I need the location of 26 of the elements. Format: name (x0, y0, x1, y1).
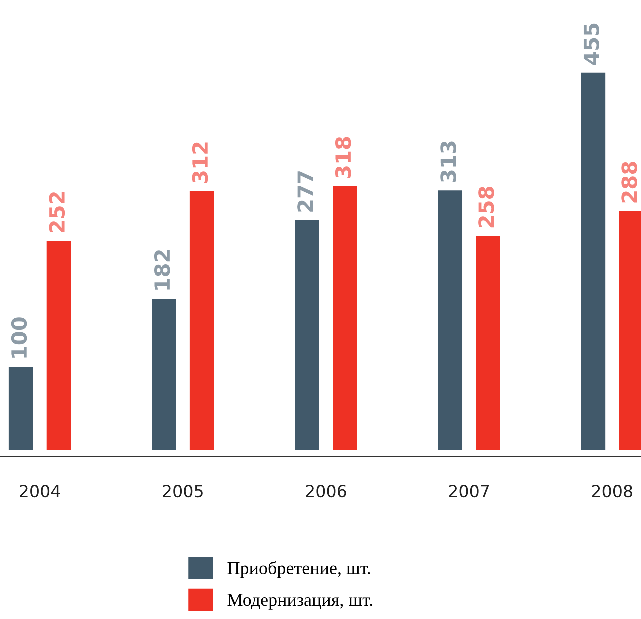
data-label: 277 (298, 172, 314, 212)
bar (8, 367, 34, 450)
x-tick-label: 2007 (449, 485, 490, 498)
data-label: 312 (192, 142, 208, 184)
bar (476, 236, 500, 450)
data-label: 100 (11, 318, 28, 358)
data-label: 182 (154, 250, 170, 290)
bar (152, 299, 176, 450)
x-tick-label: 2004 (20, 485, 60, 498)
data-label: 313 (440, 142, 456, 182)
legend-label: Модернизация, шт. (228, 594, 372, 610)
data-label: 252 (49, 192, 66, 233)
data-label: 318 (335, 137, 352, 178)
bar (190, 191, 214, 450)
x-tick-label: 2008 (592, 485, 632, 498)
bar (581, 72, 606, 450)
data-label: 455 (584, 24, 600, 65)
bar (438, 190, 463, 450)
legend-label: Приобретение, шт. (228, 561, 370, 578)
bar (295, 220, 320, 450)
x-tick-label: 2005 (163, 485, 203, 498)
x-tick-label: 2006 (306, 485, 346, 498)
bar (46, 241, 72, 450)
data-label: 288 (622, 162, 638, 203)
data-label: 258 (478, 187, 494, 228)
bar (333, 186, 358, 450)
